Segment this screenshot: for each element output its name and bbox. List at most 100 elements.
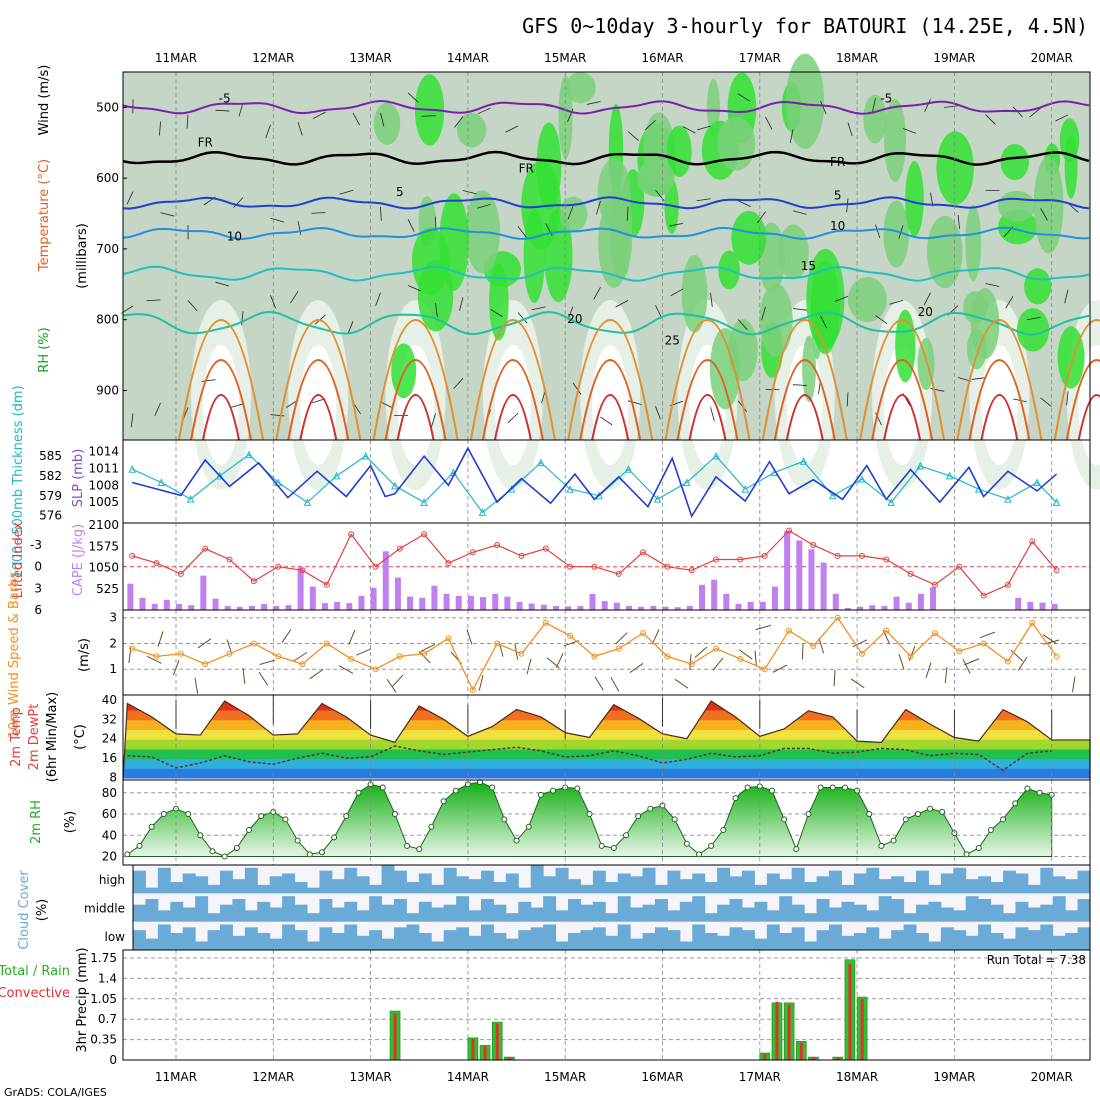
cape-bar [905, 602, 912, 610]
wind-barb [215, 109, 230, 112]
wind-speed-point [1029, 619, 1036, 626]
wind-barb [297, 121, 303, 136]
surface-wind-barb [242, 667, 246, 684]
warm-contour [664, 319, 751, 441]
wind-barb [352, 112, 361, 126]
cloud-level-label: high [99, 873, 125, 887]
cloud-cell [456, 876, 470, 894]
cloud-cell [742, 870, 755, 894]
surface-wind-barb [818, 637, 825, 654]
cloud-cell [468, 879, 482, 894]
rh-point [1036, 789, 1043, 796]
wind-barb [1066, 391, 1069, 406]
cloud-cell [1015, 927, 1029, 950]
cloud-cell [704, 913, 718, 922]
wind-barb [270, 414, 285, 417]
cape-bar [431, 585, 438, 610]
cape-bar [248, 605, 255, 610]
lifted-index-point [153, 560, 160, 567]
cloud-cell [456, 927, 470, 950]
cloud-cell [394, 927, 407, 950]
wind-speed-point [615, 645, 622, 652]
cloud-cell [468, 935, 482, 950]
surface-wind-barb [615, 632, 628, 645]
wind-barb [311, 212, 326, 214]
wind-barb [627, 206, 629, 221]
thickness-point [887, 498, 895, 506]
wind-barb [270, 217, 285, 223]
dewpoint-line [127, 745, 1052, 772]
rh-point [890, 837, 897, 844]
cloud-cell [816, 930, 830, 950]
wind-barb [1005, 295, 1014, 309]
wind-barb [1055, 114, 1069, 122]
rh-point [452, 787, 459, 794]
thickness-point [391, 481, 399, 490]
wind-barb [737, 93, 751, 102]
thickness-tick: 582 [39, 469, 62, 483]
rh-point [647, 805, 654, 812]
wind-barb [593, 286, 601, 300]
cloud-cell [356, 876, 370, 894]
cloud-cell [990, 882, 1004, 894]
thickness-point [215, 471, 224, 480]
warm-contour [688, 394, 727, 441]
surface-wind-barb [293, 651, 308, 662]
moist-streak [1024, 268, 1052, 305]
pressure-axis-label: (millibars) [75, 223, 90, 289]
rh-area [126, 781, 1053, 858]
moist-streak [709, 328, 741, 410]
cloud-cell [779, 879, 793, 894]
cape-bar [844, 607, 851, 610]
cloud-cell [667, 870, 681, 894]
cape-bar [321, 603, 328, 610]
lifted-index-point [883, 556, 890, 563]
cloud-cell [356, 935, 370, 950]
wind-barb [407, 285, 422, 292]
cape-bar [297, 567, 304, 610]
moist-streak [411, 227, 450, 295]
wind10m-label: 10m Wind Speed & Barbs [7, 572, 22, 739]
wind-speed-point [250, 640, 257, 647]
cloud-cell [791, 867, 805, 894]
cloud-cell [1065, 933, 1079, 950]
cloud-cell [704, 882, 718, 894]
rh-point [404, 842, 411, 849]
precip-tick: 0.35 [90, 1033, 117, 1047]
wind-barb [567, 108, 574, 122]
surface-wind-barb [418, 651, 431, 664]
wind-speed-point [445, 635, 452, 642]
cloud-cell [418, 873, 432, 894]
wind-speed-point [421, 650, 428, 657]
wind-barb [126, 191, 134, 205]
surface-wind-barb [194, 677, 199, 694]
thickness-point [683, 478, 691, 486]
cloud-cell [1077, 870, 1091, 894]
cloud-cell [592, 927, 606, 950]
wind-barb [792, 308, 807, 311]
surface-wind-barb [964, 658, 980, 666]
cloud-level-label: middle [84, 902, 125, 916]
surface-wind-barb [594, 676, 604, 691]
rh-point [744, 784, 751, 791]
wind-barb [710, 292, 713, 307]
rh-point [221, 853, 228, 860]
cloud-cell [679, 901, 693, 922]
lifted-index-point [348, 531, 355, 538]
wind10m-unit: (m/s) [77, 638, 92, 672]
isotherm [122, 150, 1090, 166]
rh-point [878, 842, 885, 849]
wind-speed-line [132, 616, 1058, 692]
cloud-cell [555, 910, 569, 922]
warm-contour [493, 394, 532, 441]
cloud-cell [543, 896, 557, 922]
warm-contour [299, 394, 338, 441]
wind-barb [130, 413, 134, 428]
wind-barb [875, 224, 881, 239]
wind-barb [505, 125, 519, 133]
temp2m-label: 2m Temp [9, 707, 24, 767]
cloud-cell [667, 930, 681, 950]
cloud-cell [1077, 899, 1091, 922]
wind-barb [627, 131, 639, 141]
cape-bar [832, 593, 839, 610]
